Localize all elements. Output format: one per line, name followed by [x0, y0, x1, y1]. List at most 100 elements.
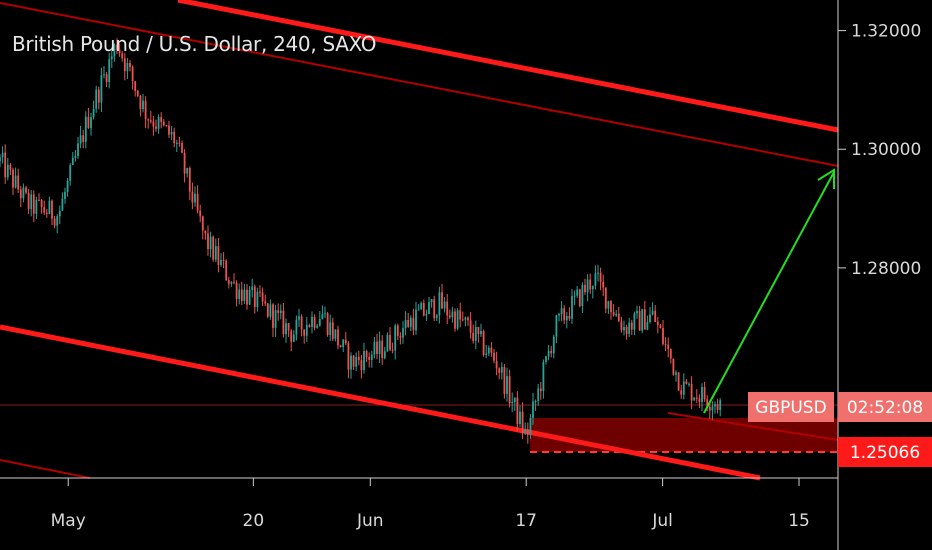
projection-arrow-line [703, 171, 835, 414]
candle-body [537, 388, 540, 401]
candle-body [113, 44, 116, 57]
candle-body [373, 341, 376, 355]
candle-body [524, 429, 527, 434]
candle [594, 265, 597, 290]
candle-body [40, 199, 43, 208]
candle [162, 119, 165, 127]
candle-body [347, 343, 350, 370]
candle [370, 350, 373, 368]
candle-body [456, 310, 459, 329]
candle-body [287, 323, 290, 331]
candle-body [464, 317, 467, 320]
candles-layer [0, 38, 722, 444]
candle [591, 285, 594, 299]
candle [602, 274, 605, 296]
candle-body [233, 281, 235, 283]
candle [451, 306, 454, 323]
candle-body [459, 310, 462, 320]
candle [274, 304, 277, 338]
candle [532, 393, 534, 425]
x-tick-label: Jun [356, 511, 384, 531]
candle [480, 323, 482, 337]
candle-body [703, 387, 706, 400]
candle [404, 311, 407, 336]
candle-body [688, 383, 690, 385]
candle [669, 348, 672, 364]
candle-body [604, 287, 607, 309]
candle-body [493, 352, 495, 361]
candle [173, 127, 176, 148]
candle [555, 314, 558, 344]
candle-body [563, 308, 566, 321]
candle-body [1, 152, 4, 158]
candle [469, 311, 472, 339]
candle-body [243, 289, 246, 301]
candle-body [633, 313, 636, 330]
candle [459, 302, 462, 328]
candle-body [331, 322, 334, 339]
candle-body [217, 246, 220, 265]
candle-body [576, 289, 579, 296]
candle-body [178, 142, 181, 144]
candle-body [212, 236, 215, 260]
channel-upper-inner-line [0, 2, 839, 167]
candle-body [396, 325, 399, 336]
candle [654, 305, 657, 323]
candle-body [230, 281, 233, 284]
candle [103, 66, 105, 79]
candle-body [27, 192, 30, 210]
x-tick-label: May [51, 511, 86, 531]
candle [259, 285, 261, 297]
candle-body [690, 383, 693, 401]
candle-body [118, 49, 121, 54]
candle [415, 301, 417, 335]
candle-body [407, 320, 410, 327]
candle-body [617, 313, 620, 322]
candle [217, 238, 220, 273]
candle-body [719, 400, 722, 411]
candle-body [607, 301, 610, 309]
candle-body [399, 335, 402, 338]
candle [363, 342, 365, 374]
candle-body [238, 289, 241, 299]
candle [243, 283, 246, 304]
candle [630, 319, 633, 336]
candle-body [571, 296, 573, 319]
symbol-tag-label: GBPUSD [755, 398, 826, 418]
candle-body [248, 290, 251, 305]
candle-body [474, 327, 477, 341]
candle-body [51, 200, 53, 219]
candle-body [326, 313, 329, 335]
candle [560, 301, 563, 322]
candle [633, 311, 636, 336]
candle [482, 329, 485, 357]
candle-body [350, 355, 352, 370]
candle-body [508, 376, 511, 404]
candle-body [602, 281, 605, 288]
candle [571, 289, 573, 324]
candle-body [144, 100, 147, 120]
candle [352, 354, 355, 370]
candle-body [58, 210, 61, 217]
candle-body [100, 75, 103, 103]
candle [506, 367, 508, 402]
candle [30, 190, 33, 217]
candle [9, 163, 12, 176]
candle [324, 306, 326, 319]
candle [357, 350, 360, 366]
candle [230, 281, 233, 287]
candle [87, 107, 90, 129]
candle [623, 320, 625, 336]
candle [199, 204, 202, 223]
candle [695, 389, 698, 403]
candle-body [147, 119, 150, 121]
candle [69, 163, 72, 186]
x-tick-label: Jul [651, 511, 673, 531]
candle-body [95, 89, 98, 109]
candle-body [716, 404, 719, 410]
candle [316, 323, 319, 329]
candle [188, 166, 191, 201]
candle-body [498, 368, 501, 373]
candle [95, 85, 98, 113]
